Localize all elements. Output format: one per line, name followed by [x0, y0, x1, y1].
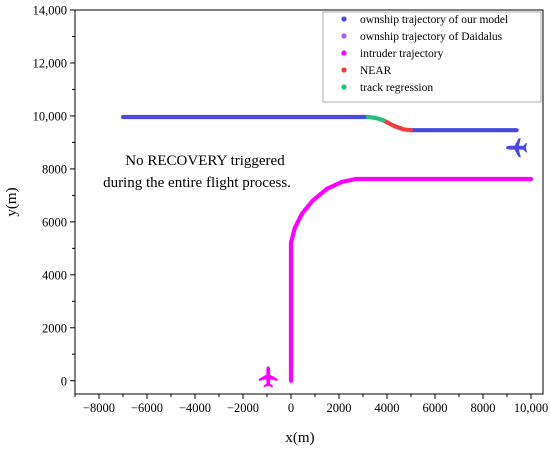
y-axis-title: y(m) — [4, 187, 20, 216]
x-tick-label: 8000 — [471, 401, 496, 415]
y-tick-label: 10,000 — [33, 109, 67, 123]
legend-marker — [341, 33, 347, 39]
series-layer — [120, 114, 534, 383]
legend-entry: intruder trajectory — [360, 48, 444, 60]
legend: ownship trajectory of our model ownship t… — [322, 11, 542, 103]
y-tick-label: 8000 — [42, 162, 67, 176]
legend-marker — [341, 84, 347, 90]
y-tick-label: 4000 — [42, 268, 67, 282]
marker-layer — [258, 138, 528, 388]
annotation-line-1: No RECOVERY triggered — [125, 153, 285, 169]
y-tick-label: 14,000 — [33, 4, 67, 18]
legend-entry: track regression — [360, 82, 433, 94]
y-axis: 0 2000 4000 6000 8000 10,000 12,000 14,000 — [33, 4, 75, 388]
legend-marker — [341, 50, 347, 56]
x-axis-title: x(m) — [285, 430, 314, 446]
plot-area — [74, 9, 544, 395]
series-line-3 — [381, 118, 414, 133]
legend-entry: ownship trajectory of our model — [360, 14, 508, 26]
y-tick-label: 6000 — [42, 215, 67, 229]
y-tick-label: 2000 — [42, 321, 67, 335]
x-tick-label: −4000 — [179, 401, 211, 415]
y-tick-label: 12,000 — [33, 56, 67, 70]
legend-marker — [341, 16, 347, 22]
x-tick-label: −8000 — [83, 401, 115, 415]
x-tick-label: 2000 — [327, 401, 352, 415]
x-axis: −8000 −6000 −4000 −2000 0 2000 4000 6000 8000 10,… — [74, 394, 548, 415]
airplane-icon — [506, 138, 528, 158]
x-tick-label: −6000 — [131, 401, 163, 415]
legend-marker — [341, 67, 347, 73]
x-tick-label: −2000 — [227, 401, 259, 415]
x-tick-label: 0 — [288, 401, 294, 415]
legend-entry: ownship trajectory of Daidalus — [360, 31, 503, 43]
x-tick-label: 6000 — [423, 401, 448, 415]
y-tick-label: 0 — [61, 374, 67, 388]
plot-border — [74, 9, 544, 395]
airplane-icon — [258, 366, 278, 388]
x-tick-label: 10,000 — [514, 401, 548, 415]
x-tick-label: 4000 — [375, 401, 400, 415]
annotation-line-2: during the entire flight process. — [103, 175, 291, 191]
series-line-2 — [288, 176, 534, 383]
series-line-4 — [365, 114, 386, 123]
legend-entry: NEAR — [360, 65, 392, 77]
legend-box — [322, 11, 542, 103]
